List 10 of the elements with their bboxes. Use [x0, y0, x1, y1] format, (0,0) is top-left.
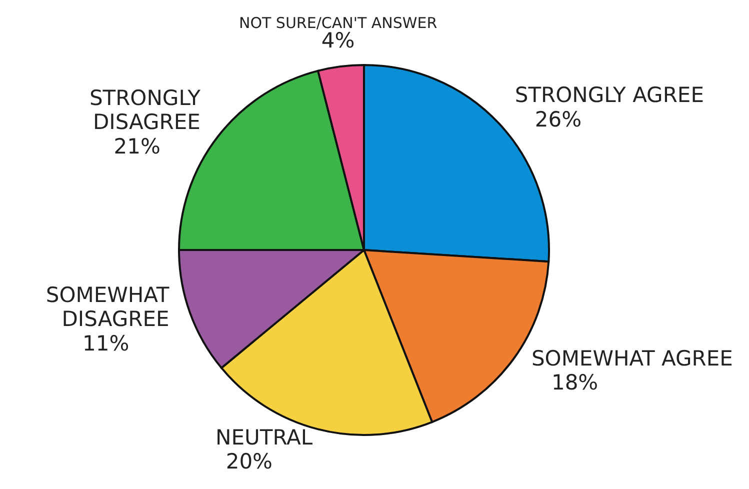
slice-label: NEUTRAL [216, 425, 313, 450]
slice-label: STRONGLY AGREE [514, 82, 704, 107]
slice-label: STRONGLY DISAGREE [89, 86, 201, 134]
data-label: 21% [114, 134, 160, 158]
data-label: 26% [534, 107, 582, 132]
slice-label: SOMEWHAT DISAGREE [46, 282, 170, 331]
data-label: 18% [551, 370, 598, 394]
slice-label: SOMEWHAT AGREE [531, 346, 733, 370]
data-label: 20% [226, 449, 273, 474]
data-label: 11% [82, 331, 130, 356]
